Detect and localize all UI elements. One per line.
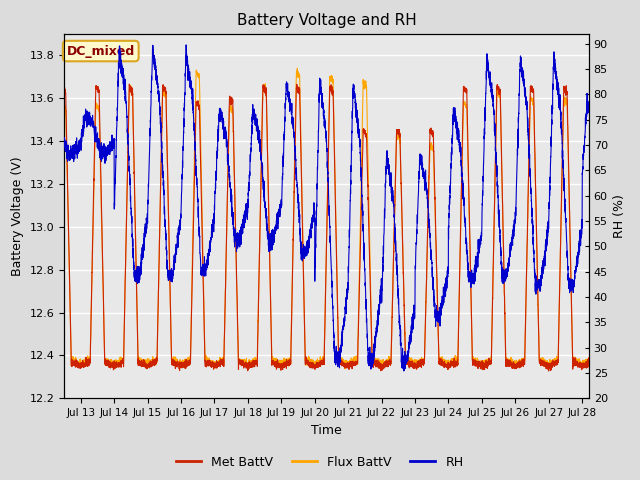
Text: DC_mixed: DC_mixed	[67, 45, 135, 58]
Title: Battery Voltage and RH: Battery Voltage and RH	[237, 13, 416, 28]
Legend: Met BattV, Flux BattV, RH: Met BattV, Flux BattV, RH	[172, 451, 468, 474]
X-axis label: Time: Time	[311, 424, 342, 437]
Y-axis label: RH (%): RH (%)	[613, 194, 627, 238]
Y-axis label: Battery Voltage (V): Battery Voltage (V)	[11, 156, 24, 276]
